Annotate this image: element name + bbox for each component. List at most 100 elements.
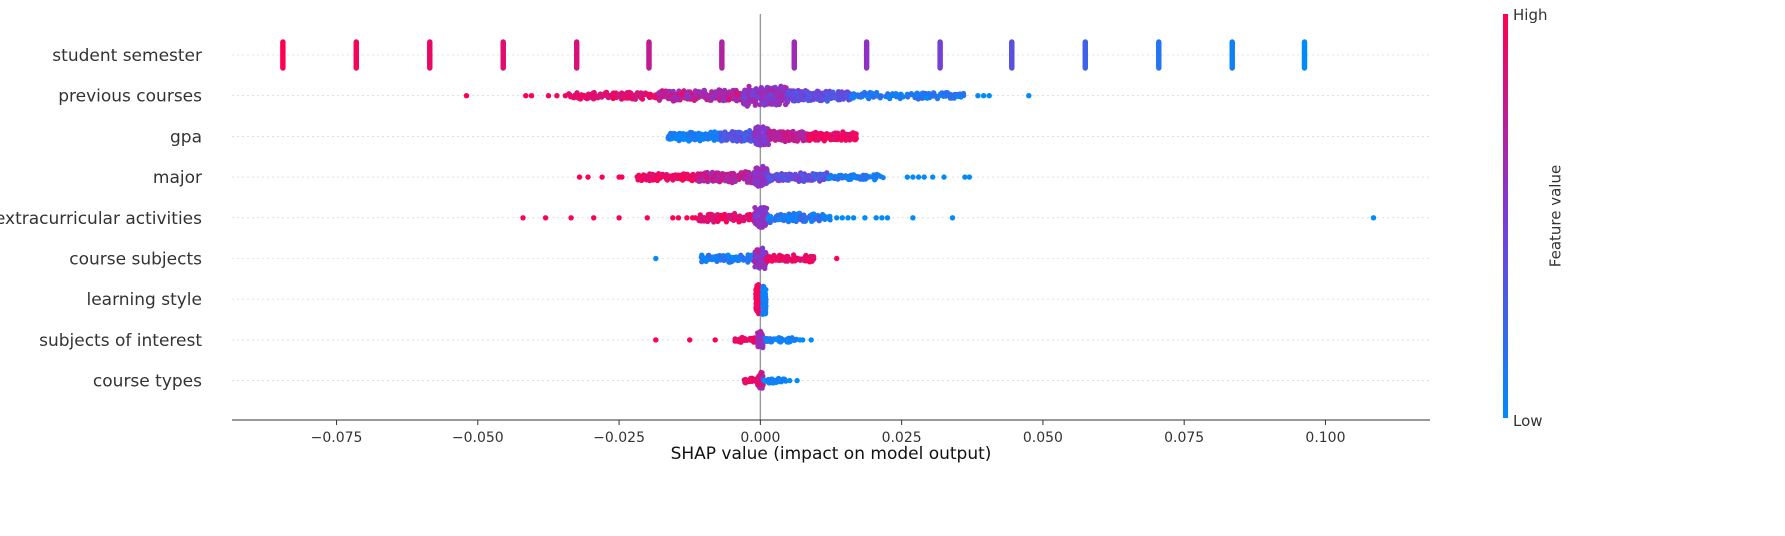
shap-dot	[957, 91, 963, 97]
shap-dot	[790, 92, 796, 98]
feature-label-subjects-of-interest: subjects of interest	[39, 331, 202, 351]
shap-dot	[728, 216, 735, 222]
x-tick-label: −0.050	[452, 430, 504, 446]
shap-dot	[545, 93, 552, 99]
shap-dot	[562, 93, 569, 99]
shap-dot	[768, 336, 774, 343]
shap-dot	[755, 124, 761, 130]
shap-dot	[780, 377, 787, 383]
shap-dot	[728, 135, 734, 141]
shap-dot	[783, 85, 789, 91]
feature-label-extracurricular-activities: extracurricular activities	[0, 209, 202, 229]
shap-dot	[699, 134, 705, 141]
colorbar-high-label: High	[1513, 6, 1547, 24]
shap-dot	[634, 90, 640, 96]
shap-dot	[666, 134, 672, 140]
shap-dot	[753, 303, 760, 309]
shap-dot	[463, 93, 470, 99]
shap-dot	[840, 136, 846, 142]
shap-dot	[706, 252, 712, 258]
shap-dot	[749, 92, 755, 98]
shap-dot	[762, 126, 769, 132]
shap-dot	[783, 101, 789, 107]
x-tick-label: −0.075	[311, 430, 363, 446]
shap-dot	[777, 94, 783, 100]
feature-dots-extracurricular-activities	[520, 204, 1377, 230]
x-axis-title: SHAP value (impact on model output)	[671, 444, 992, 464]
shap-dot	[746, 172, 752, 178]
shap-dot	[767, 219, 773, 226]
shap-dot	[756, 133, 763, 139]
shap-dot	[729, 180, 735, 186]
shap-dot	[877, 93, 883, 99]
shap-dot	[653, 255, 659, 262]
shap-dot	[945, 91, 951, 97]
shap-dot	[804, 257, 810, 263]
shap-dot	[808, 337, 814, 343]
shap-dot	[986, 93, 992, 99]
shap-dot	[754, 285, 760, 291]
shap-dot	[712, 337, 718, 343]
shap-dot	[676, 96, 682, 103]
shap-dot	[839, 215, 845, 221]
shap-dot	[670, 130, 677, 137]
shap-dot	[664, 176, 670, 182]
shap-dot	[554, 93, 560, 99]
shap-dot	[753, 138, 759, 144]
shap-dot	[714, 256, 720, 262]
shap-dot	[712, 89, 718, 95]
shap-dot	[1301, 65, 1308, 71]
shap-dot	[792, 216, 798, 222]
shap-dot	[610, 90, 617, 96]
shap-dot	[832, 94, 838, 100]
shap-dot	[801, 175, 808, 182]
shap-dot	[762, 131, 768, 137]
x-tick-label: −0.025	[593, 430, 645, 446]
shap-dot	[648, 175, 654, 181]
shap-dot	[821, 213, 827, 219]
shap-dot	[754, 94, 760, 100]
shap-dot	[656, 97, 663, 103]
shap-dot	[744, 179, 751, 185]
feature-dots-course-types	[741, 369, 800, 391]
shap-dot	[720, 91, 726, 97]
shap-dot	[845, 215, 851, 221]
shap-dot	[721, 98, 727, 104]
shap-dot	[858, 94, 864, 100]
shap-dot	[817, 97, 823, 103]
shap-dot	[703, 174, 710, 180]
feature-dots-gpa	[665, 124, 859, 148]
shap-dot	[699, 253, 705, 259]
shap-dot	[949, 215, 956, 221]
shap-dot	[670, 215, 676, 221]
shap-dot	[591, 215, 597, 221]
shap-dot	[904, 174, 910, 180]
shap-dot	[658, 91, 664, 97]
shap-dot	[852, 91, 858, 98]
shap-dot	[542, 215, 549, 221]
shap-dot	[730, 170, 737, 176]
shap-dot	[766, 380, 772, 386]
shap-dot	[691, 133, 697, 139]
shap-dot	[835, 130, 841, 136]
shap-dot	[576, 174, 583, 180]
shap-dot	[636, 175, 642, 181]
shap-dot	[754, 294, 761, 300]
shap-dot	[742, 87, 748, 93]
shap-dot	[730, 94, 736, 100]
shap-dot	[834, 215, 840, 221]
shap-dot	[760, 138, 766, 144]
shap-dot	[1229, 65, 1235, 71]
shap-dot	[790, 257, 796, 263]
shap-dot	[713, 213, 719, 219]
shap-dot	[740, 336, 746, 343]
shap-dot	[755, 181, 761, 187]
feature-dots-previous-courses	[463, 83, 1032, 109]
shap-dot	[758, 257, 765, 263]
shap-dot	[870, 94, 877, 100]
shap-dot	[761, 377, 767, 383]
feature-label-previous-courses: previous courses	[58, 87, 202, 107]
shap-dot	[797, 213, 803, 219]
colorbar: High Low Feature value	[1503, 6, 1565, 430]
